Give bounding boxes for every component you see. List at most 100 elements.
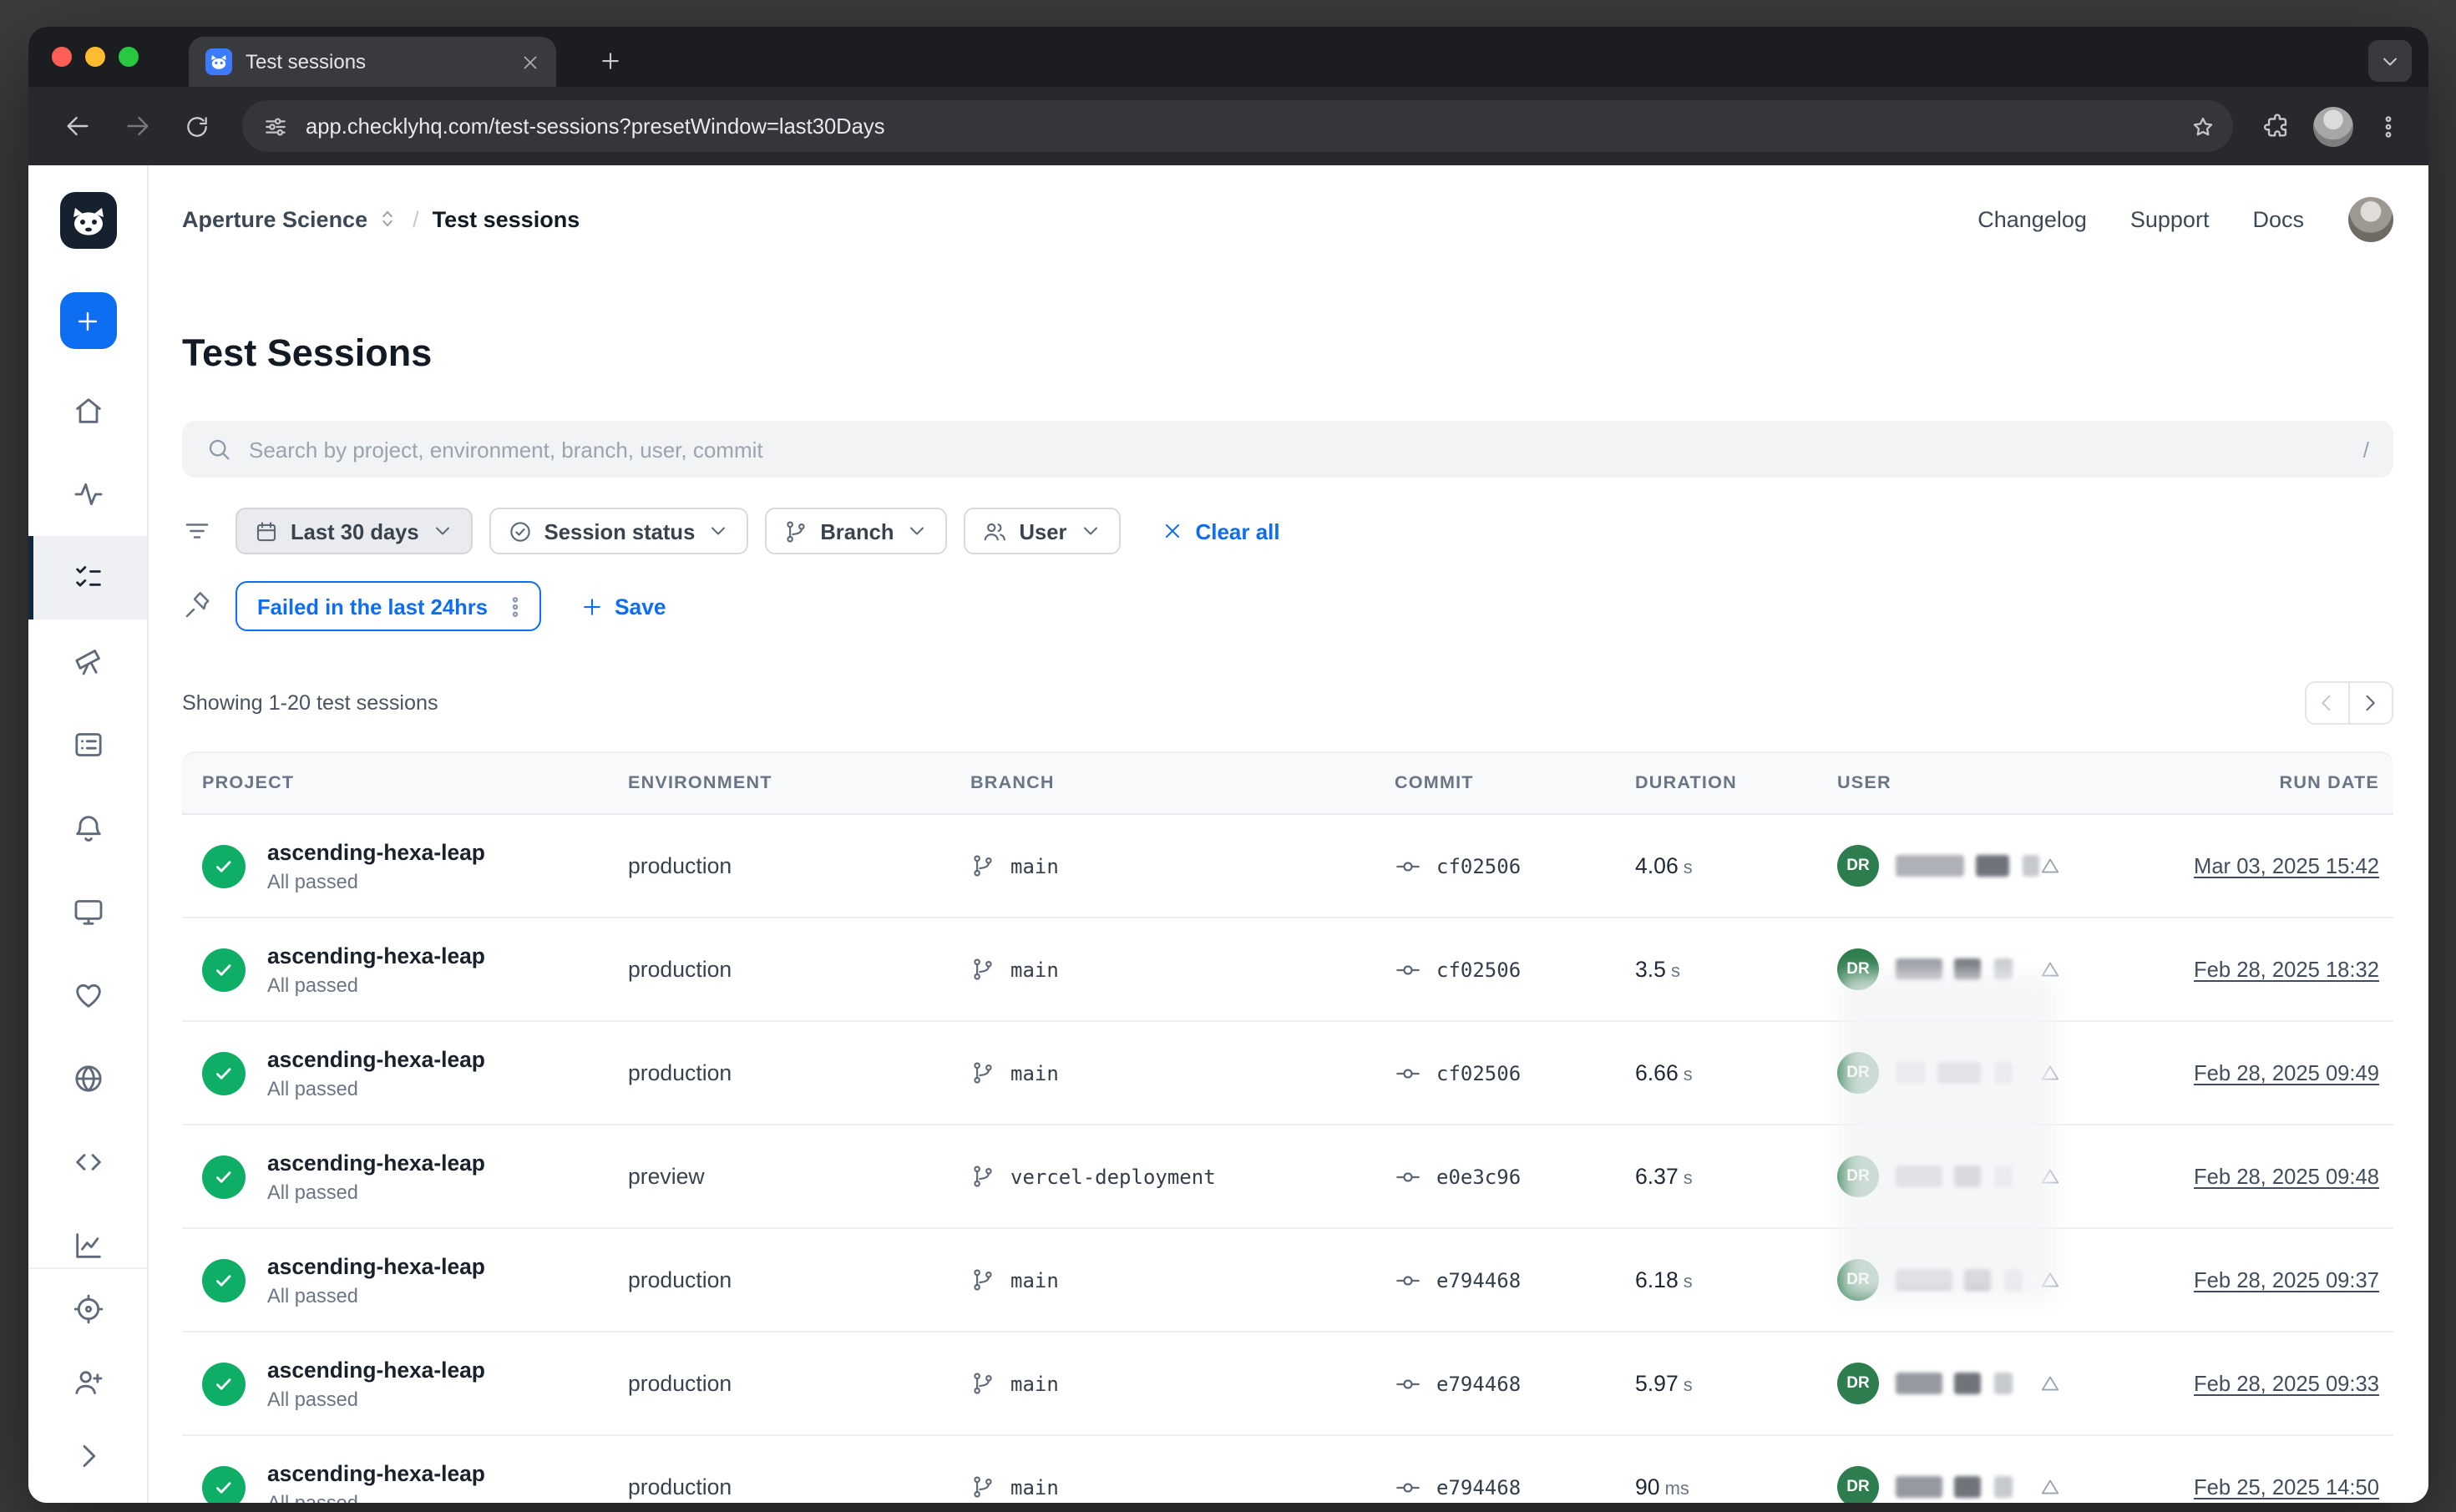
app-header: Aperture Science / Test sessions Changel…	[149, 165, 2428, 272]
saved-filter-kebab-icon[interactable]	[503, 594, 528, 619]
user-avatar[interactable]	[2347, 196, 2393, 241]
redacted-user-name	[1994, 1166, 2013, 1187]
chevron-down-icon	[906, 519, 929, 543]
browser-tab[interactable]: Test sessions	[189, 37, 556, 87]
commit-cell: cf02506	[1395, 956, 1635, 983]
table-row[interactable]: ascending-hexa-leap All passed productio…	[182, 1229, 2393, 1332]
changelog-link[interactable]: Changelog	[1977, 206, 2087, 231]
duration-cell: 90 ms	[1635, 1474, 1837, 1499]
bookmark-star-icon[interactable]	[2189, 113, 2215, 139]
table-row[interactable]: ascending-hexa-leap All passed productio…	[182, 1436, 2393, 1502]
run-date-link[interactable]: Feb 28, 2025 09:49	[2194, 1060, 2379, 1085]
sidebar-item-telescope[interactable]	[28, 619, 147, 703]
saved-filter-button[interactable]: Failed in the last 24hrs	[235, 581, 541, 631]
branch-cell: main	[970, 1060, 1395, 1085]
run-date-link[interactable]: Feb 28, 2025 09:48	[2194, 1164, 2379, 1189]
create-new-button[interactable]	[59, 292, 116, 349]
user-avatar-initials: DR	[1837, 1259, 1879, 1301]
sidebar-item-heartbeats[interactable]	[28, 953, 147, 1037]
commit-cell: e0e3c96	[1395, 1163, 1635, 1190]
duration-unit: ms	[1664, 1479, 1689, 1499]
duration-cell: 3.5 s	[1635, 957, 1837, 982]
sidebar-item-test-sessions[interactable]	[28, 536, 147, 619]
run-date-link[interactable]: Feb 28, 2025 09:33	[2194, 1371, 2379, 1396]
vercel-triangle-icon	[2038, 855, 2060, 877]
browser-profile-avatar[interactable]	[2312, 106, 2352, 146]
sidebar-item-invite-user[interactable]	[28, 1345, 147, 1418]
redacted-user-name	[1896, 1476, 1942, 1498]
session-status-filter[interactable]: Session status	[489, 508, 749, 554]
redacted-user-name	[1954, 1373, 1981, 1394]
reload-button[interactable]	[169, 98, 225, 154]
site-settings-icon[interactable]	[262, 113, 289, 139]
filter-row: Last 30 days Session status Branch	[182, 508, 2393, 554]
search-bar[interactable]: /	[182, 421, 2393, 478]
user-avatar-initials: DR	[1837, 1155, 1879, 1197]
redacted-user-name	[1994, 1476, 2013, 1498]
clear-all-button[interactable]: Clear all	[1160, 518, 1280, 544]
table-row[interactable]: ascending-hexa-leap All passed productio…	[182, 815, 2393, 918]
sidebar-item-logs[interactable]	[28, 703, 147, 786]
branch-filter[interactable]: Branch	[765, 508, 948, 554]
forward-button[interactable]	[109, 98, 165, 154]
git-branch-icon	[970, 1267, 995, 1292]
new-tab-button[interactable]	[586, 37, 633, 83]
checkly-app: Aperture Science / Test sessions Changel…	[28, 165, 2428, 1502]
commit-icon	[1395, 1059, 1421, 1086]
window-close-button[interactable]	[52, 47, 72, 67]
plus-icon	[580, 594, 605, 619]
git-branch-icon	[783, 518, 808, 544]
duration-cell: 6.37 s	[1635, 1164, 1837, 1189]
run-date-link[interactable]: Feb 28, 2025 18:32	[2194, 957, 2379, 982]
org-switcher[interactable]: Aperture Science	[182, 206, 399, 231]
next-page-button[interactable]	[2347, 681, 2393, 725]
commit-icon	[1395, 1163, 1421, 1190]
sidebar-item-activity[interactable]	[28, 453, 147, 536]
docs-link[interactable]: Docs	[2252, 206, 2304, 231]
table-row[interactable]: ascending-hexa-leap All passed preview v…	[182, 1125, 2393, 1229]
extensions-puzzle-icon[interactable]	[2262, 112, 2291, 140]
run-date-link[interactable]: Mar 03, 2025 15:42	[2194, 853, 2379, 878]
column-user: USER	[1837, 773, 1891, 793]
session-status-label: Session status	[544, 518, 696, 544]
chevron-right-icon	[2358, 691, 2382, 715]
commit-hash: cf02506	[1436, 854, 1522, 877]
user-cell: DR	[1837, 1155, 2084, 1197]
checkly-logo[interactable]	[59, 192, 116, 249]
sidebar-item-cli[interactable]	[28, 1120, 147, 1204]
pulse-icon	[71, 478, 104, 511]
table-row[interactable]: ascending-hexa-leap All passed productio…	[182, 1332, 2393, 1436]
window-minimize-button[interactable]	[85, 47, 105, 67]
sidebar-item-alerts[interactable]	[28, 786, 147, 870]
address-bar[interactable]: app.checklyhq.com/test-sessions?presetWi…	[242, 100, 2232, 152]
browser-menu-kebab-icon[interactable]	[2374, 113, 2401, 139]
table-row[interactable]: ascending-hexa-leap All passed productio…	[182, 918, 2393, 1022]
search-input[interactable]	[249, 437, 2347, 462]
pagination	[2304, 681, 2393, 725]
sidebar-item-dashboards[interactable]	[28, 870, 147, 953]
duration-value: 90	[1635, 1474, 1660, 1499]
user-filter[interactable]: User	[964, 508, 1121, 554]
sidebar-collapse-button[interactable]	[28, 1418, 147, 1492]
run-date-link[interactable]: Feb 28, 2025 09:37	[2194, 1267, 2379, 1292]
sidebar-item-home[interactable]	[28, 369, 147, 453]
checklist-icon	[71, 561, 104, 594]
branch-cell: main	[970, 957, 1395, 982]
redacted-user-name	[1954, 1476, 1981, 1498]
window-maximize-button[interactable]	[119, 47, 139, 67]
duration-value: 3.5	[1635, 957, 1666, 982]
run-date-link[interactable]: Feb 25, 2025 14:50	[2194, 1474, 2379, 1499]
support-link[interactable]: Support	[2129, 206, 2210, 231]
session-status-text: All passed	[267, 1490, 358, 1502]
column-project: PROJECT	[202, 773, 295, 793]
tab-search-chevron-icon[interactable]	[2367, 40, 2411, 82]
back-button[interactable]	[48, 98, 105, 154]
date-range-filter[interactable]: Last 30 days	[235, 508, 473, 554]
save-filter-button[interactable]: Save	[580, 594, 666, 619]
sidebar-item-target[interactable]	[28, 1272, 147, 1345]
sidebar-item-domains[interactable]	[28, 1037, 147, 1120]
previous-page-button[interactable]	[2304, 681, 2349, 725]
project-name: ascending-hexa-leap	[267, 1046, 485, 1071]
table-row[interactable]: ascending-hexa-leap All passed productio…	[182, 1022, 2393, 1125]
tab-close-icon[interactable]	[516, 48, 543, 75]
